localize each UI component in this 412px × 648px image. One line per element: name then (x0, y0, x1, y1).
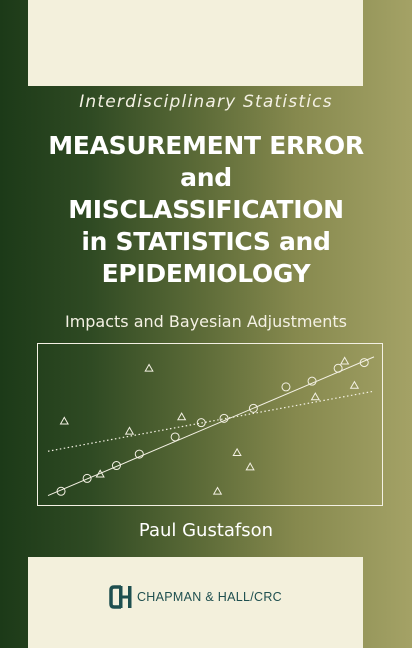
title-line-3: MISCLASSIFICATION (68, 195, 344, 224)
publisher-block: CHAPMAN & HALL/CRC (28, 580, 363, 614)
bottom-cream-panel (28, 557, 363, 648)
circle-point-11 (359, 358, 369, 368)
title-line-5: EPIDEMIOLOGY (101, 259, 311, 288)
scatter-plot-svg (47, 356, 375, 497)
series-title: Interdisciplinary Statistics (79, 92, 333, 112)
circle-point-0 (56, 486, 66, 496)
circle-point-4 (170, 432, 180, 442)
book-subtitle: Impacts and Bayesian Adjustments (64, 312, 348, 331)
triangle-point-3 (124, 426, 135, 435)
circle-point-8 (281, 382, 291, 392)
circle-point-3 (134, 449, 144, 459)
title-line-1: MEASUREMENT ERROR (48, 131, 364, 160)
fit-line-dotted (47, 390, 375, 452)
triangle-point-7 (310, 392, 320, 401)
triangle-point-9 (349, 380, 360, 389)
circle-point-2 (111, 461, 121, 471)
title-line-4: in STATISTICS and (81, 227, 331, 256)
triangle-point-4 (176, 412, 187, 421)
triangle-point-5 (232, 447, 242, 457)
circle-point-6 (219, 413, 229, 423)
circle-point-5 (196, 418, 206, 428)
fit-line-solid (47, 356, 375, 497)
scatter-plot (37, 343, 383, 506)
book-title: MEASUREMENT ERROR and MISCLASSIFICATION … (0, 130, 412, 290)
publisher-name: CHAPMAN & HALL/CRC (136, 590, 282, 604)
triangle-point-8 (339, 356, 350, 365)
author-name: Paul Gustafson (138, 520, 274, 541)
triangle-point-0 (144, 363, 154, 372)
top-cream-panel (28, 0, 363, 86)
ch-logo-icon (109, 585, 132, 609)
circle-point-1 (82, 473, 92, 483)
triangle-point-6 (245, 462, 255, 471)
circle-point-9 (307, 376, 317, 386)
circle-point-10 (333, 363, 343, 373)
triangle-point-10 (212, 486, 223, 495)
circle-point-7 (248, 403, 258, 413)
title-line-2: and (180, 163, 232, 192)
triangle-point-1 (59, 416, 69, 425)
triangle-point-2 (95, 469, 105, 478)
